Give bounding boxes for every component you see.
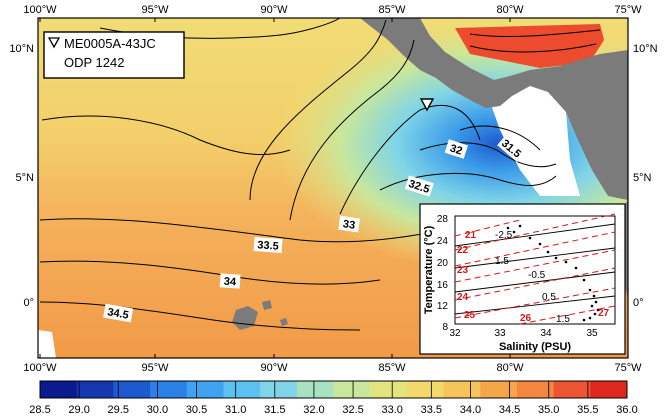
density-label-red: 27 (598, 308, 610, 319)
contour-label: 34.5 (106, 306, 129, 322)
colorbar-tick-label: 34.0 (460, 404, 481, 416)
contour-label: 34 (223, 276, 237, 289)
lon-label-top: 75°W (614, 4, 642, 16)
lon-label-top: 95°W (141, 4, 169, 16)
colorbar-tick-label: 30.5 (186, 404, 207, 416)
colorbar-segment (333, 381, 371, 398)
colorbar-tick-labels: 28.5 29.0 29.5 30.0 30.5 31.0 31.5 32.0 32.5 33.0… (29, 404, 637, 416)
colorbar-tick-label: 33.0 (381, 404, 402, 416)
legend-site-label: ODP 1242 (64, 55, 124, 70)
colorbar-tick-label: 28.5 (29, 404, 50, 416)
left-latitude-labels: 10°N 5°N 0° (9, 43, 34, 309)
inset-xtick: 32 (449, 328, 461, 339)
inset-xtick: 35 (586, 328, 598, 339)
density-label-black: 0.5 (542, 292, 556, 303)
colorbar-segment (516, 381, 555, 398)
colorbar-tick-label: 32.5 (342, 404, 363, 416)
map-frame (37, 17, 629, 359)
contour-label: 33.5 (257, 239, 279, 252)
colorbar-tick-label: 30.0 (147, 404, 168, 416)
density-label-black: 1.5 (556, 314, 570, 325)
colorbar-segment (76, 381, 114, 398)
legend-marker-label: ME0005A-43JC (64, 36, 156, 51)
inset-ytick: 24 (437, 236, 449, 247)
inset-ytick: 8 (442, 322, 448, 333)
inset-xtick: 33 (494, 328, 506, 339)
density-isolines-black (454, 223, 616, 315)
lat-label-right: 0° (633, 297, 644, 309)
ts-inset: 8 12 16 20 24 28 32 33 34 35 Salinity (P… (419, 203, 626, 355)
colorbar-segment (480, 381, 518, 398)
contour-label: 32 (448, 142, 463, 157)
inset-ytick: 12 (437, 301, 449, 312)
lon-label-bottom: 85°W (378, 362, 406, 374)
colorbar-segment (40, 381, 78, 398)
colorbar-segment (553, 381, 591, 398)
colorbar-segment (223, 381, 261, 398)
lon-label-top: 90°W (260, 4, 288, 16)
lon-label-bottom: 100°W (23, 362, 57, 374)
density-label-red: 23 (457, 265, 469, 276)
inset-ytick: 16 (437, 280, 449, 291)
colorbar-segment (186, 381, 224, 398)
lon-label-top: 100°W (23, 4, 57, 16)
density-label-red: 25 (464, 310, 476, 321)
right-latitude-labels: 10°N 5°N 0° (633, 43, 658, 309)
inset-ytick: 20 (437, 258, 449, 269)
colorbar-segment (590, 381, 628, 398)
site-legend: ME0005A-43JC ODP 1242 (43, 31, 185, 79)
lon-label-bottom: 80°W (496, 362, 524, 374)
lat-label-left: 10°N (9, 43, 34, 55)
lon-label-bottom: 90°W (260, 362, 288, 374)
galapagos-islands (232, 300, 288, 330)
lon-label-bottom: 75°W (614, 362, 642, 374)
contour-label: 33 (342, 218, 356, 232)
central-america-land (360, 18, 628, 200)
density-isolines-red (454, 213, 616, 325)
colorbar-tick-label: 31.0 (225, 404, 246, 416)
lon-label-top: 80°W (496, 4, 524, 16)
lon-label-bottom: 95°W (141, 362, 169, 374)
density-label-black: 1.5 (495, 256, 509, 267)
triangle-marker-icon (47, 37, 61, 49)
colorbar-segment (296, 381, 334, 398)
inset-xtick: 34 (540, 328, 552, 339)
density-label-red: 22 (457, 245, 469, 256)
ts-data-points (506, 224, 600, 322)
colorbar-tick-label: 32.0 (303, 404, 324, 416)
colorbar-tick-label: 29.5 (108, 404, 129, 416)
colorbar-tick-label: 34.5 (499, 404, 520, 416)
colorbar-segment (406, 381, 445, 398)
density-label-red: 26 (520, 313, 532, 324)
colorbar-tick-label: 35.0 (538, 404, 559, 416)
density-label-red: 21 (465, 230, 477, 241)
colorbar-tick-label: 36.0 (616, 404, 637, 416)
lat-label-right: 5°N (633, 172, 652, 184)
top-longitude-labels: 100°W 95°W 90°W 85°W 80°W 75°W (23, 4, 642, 22)
bottom-longitude-labels: 100°W 95°W 90°W 85°W 80°W 75°W (23, 354, 642, 374)
inset-ytick: 28 (437, 214, 449, 225)
colorbar-segment (260, 381, 298, 398)
colorbar-segment (150, 381, 188, 398)
lon-label-top: 85°W (378, 4, 406, 16)
colorbar (39, 380, 628, 399)
colorbar-segment (443, 381, 481, 398)
lat-label-left: 0° (23, 297, 34, 309)
isohaline-contours (39, 18, 601, 331)
colorbar-segment (370, 381, 408, 398)
lat-label-right: 10°N (633, 43, 658, 55)
colorbar-tick-label: 35.5 (577, 404, 598, 416)
colorbar-tick-label: 29.0 (68, 404, 89, 416)
density-label-black: -0.5 (528, 270, 546, 281)
core-site-marker (419, 98, 435, 112)
density-label-red: 24 (457, 292, 469, 303)
colorbar-segment (113, 381, 151, 398)
lat-label-left: 5°N (16, 172, 35, 184)
colorbar-tick-label: 33.5 (421, 404, 442, 416)
inset-xlabel: Salinity (PSU) (499, 341, 571, 353)
colorbar-tick-label: 31.5 (264, 404, 285, 416)
density-label-black: -2.5 (495, 230, 513, 241)
inset-ylabel: Temperature (°C) (423, 225, 435, 314)
